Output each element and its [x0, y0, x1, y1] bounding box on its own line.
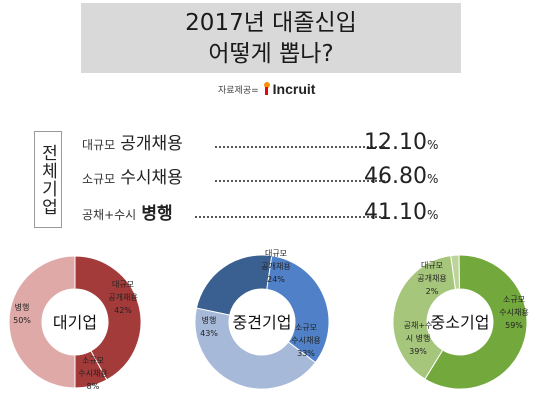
stat-row-public: 대규모 공개채용 12.10%	[82, 130, 442, 156]
donut-center-label: 중소기업	[431, 313, 490, 332]
slice-label: 대규모 공개채용 42%	[108, 280, 137, 315]
stat-row-both: 공채+수시 병행 41.10%	[82, 200, 442, 226]
title-box: 2017년 대졸신입 어떻게 뽑나?	[81, 3, 461, 73]
stat-name: 병행	[141, 204, 173, 224]
stat-unit: %	[426, 172, 439, 186]
dotted-leader	[215, 146, 385, 148]
source-credit: 자료제공= Incruit	[218, 80, 315, 98]
slice-label: 소규모 수시채용 59%	[499, 295, 528, 330]
stat-row-rolling: 소규모 수시채용 46.80%	[82, 164, 442, 190]
donut-slice	[194, 307, 317, 390]
title-line-1: 2017년 대졸신입	[185, 10, 357, 36]
donut-slice	[74, 255, 142, 381]
stat-prefix: 공채+수시	[82, 208, 137, 222]
stat-prefix: 대규모	[82, 138, 116, 152]
stat-label: 소규모 수시채용	[82, 163, 183, 188]
incruit-logo: Incruit	[263, 81, 316, 97]
donut-center-label: 중견기업	[233, 313, 292, 332]
stat-prefix: 소규모	[82, 172, 116, 186]
donut-slice	[424, 254, 528, 390]
slice-label: 소규모 수시채용 8%	[78, 356, 107, 391]
incruit-logo-icon	[263, 82, 272, 96]
stat-number: 12.10	[364, 130, 427, 155]
slice-label: 대규모 공개채용 2%	[417, 261, 446, 296]
stat-label: 대규모 공개채용	[82, 129, 183, 154]
stat-name: 공개채용	[120, 134, 183, 154]
logo-text: Incruit	[272, 81, 316, 97]
slice-label: 병행 50%	[13, 302, 31, 325]
dotted-leader	[195, 216, 385, 218]
stat-value: 41.10%	[364, 200, 438, 225]
donut-slice	[392, 255, 456, 380]
source-label: 자료제공=	[218, 85, 259, 96]
stat-number: 41.10	[364, 200, 427, 225]
group-label-text: 전체기업	[37, 143, 58, 216]
stat-name: 수시채용	[120, 168, 183, 188]
stat-number: 46.80	[364, 164, 427, 189]
stat-value: 46.80%	[364, 164, 438, 189]
slice-label: 소규모 수시채용 33%	[291, 323, 320, 358]
title-line-2: 어떻게 뽑나?	[208, 41, 334, 67]
stat-value: 12.10%	[364, 130, 438, 155]
stat-unit: %	[426, 138, 439, 152]
donut-slice	[8, 255, 76, 389]
stat-unit: %	[426, 208, 439, 222]
slice-label: 공채+수 시 병행 39%	[404, 320, 433, 356]
dotted-leader	[215, 180, 385, 182]
donut-center-label: 대기업	[53, 313, 97, 332]
stat-label: 공채+수시 병행	[82, 199, 173, 224]
slice-label: 병행 43%	[200, 315, 218, 338]
slice-label: 대규모 공개채용 24%	[261, 249, 290, 284]
donut-slice	[266, 255, 330, 364]
all-companies-label: 전체기업	[34, 131, 62, 228]
